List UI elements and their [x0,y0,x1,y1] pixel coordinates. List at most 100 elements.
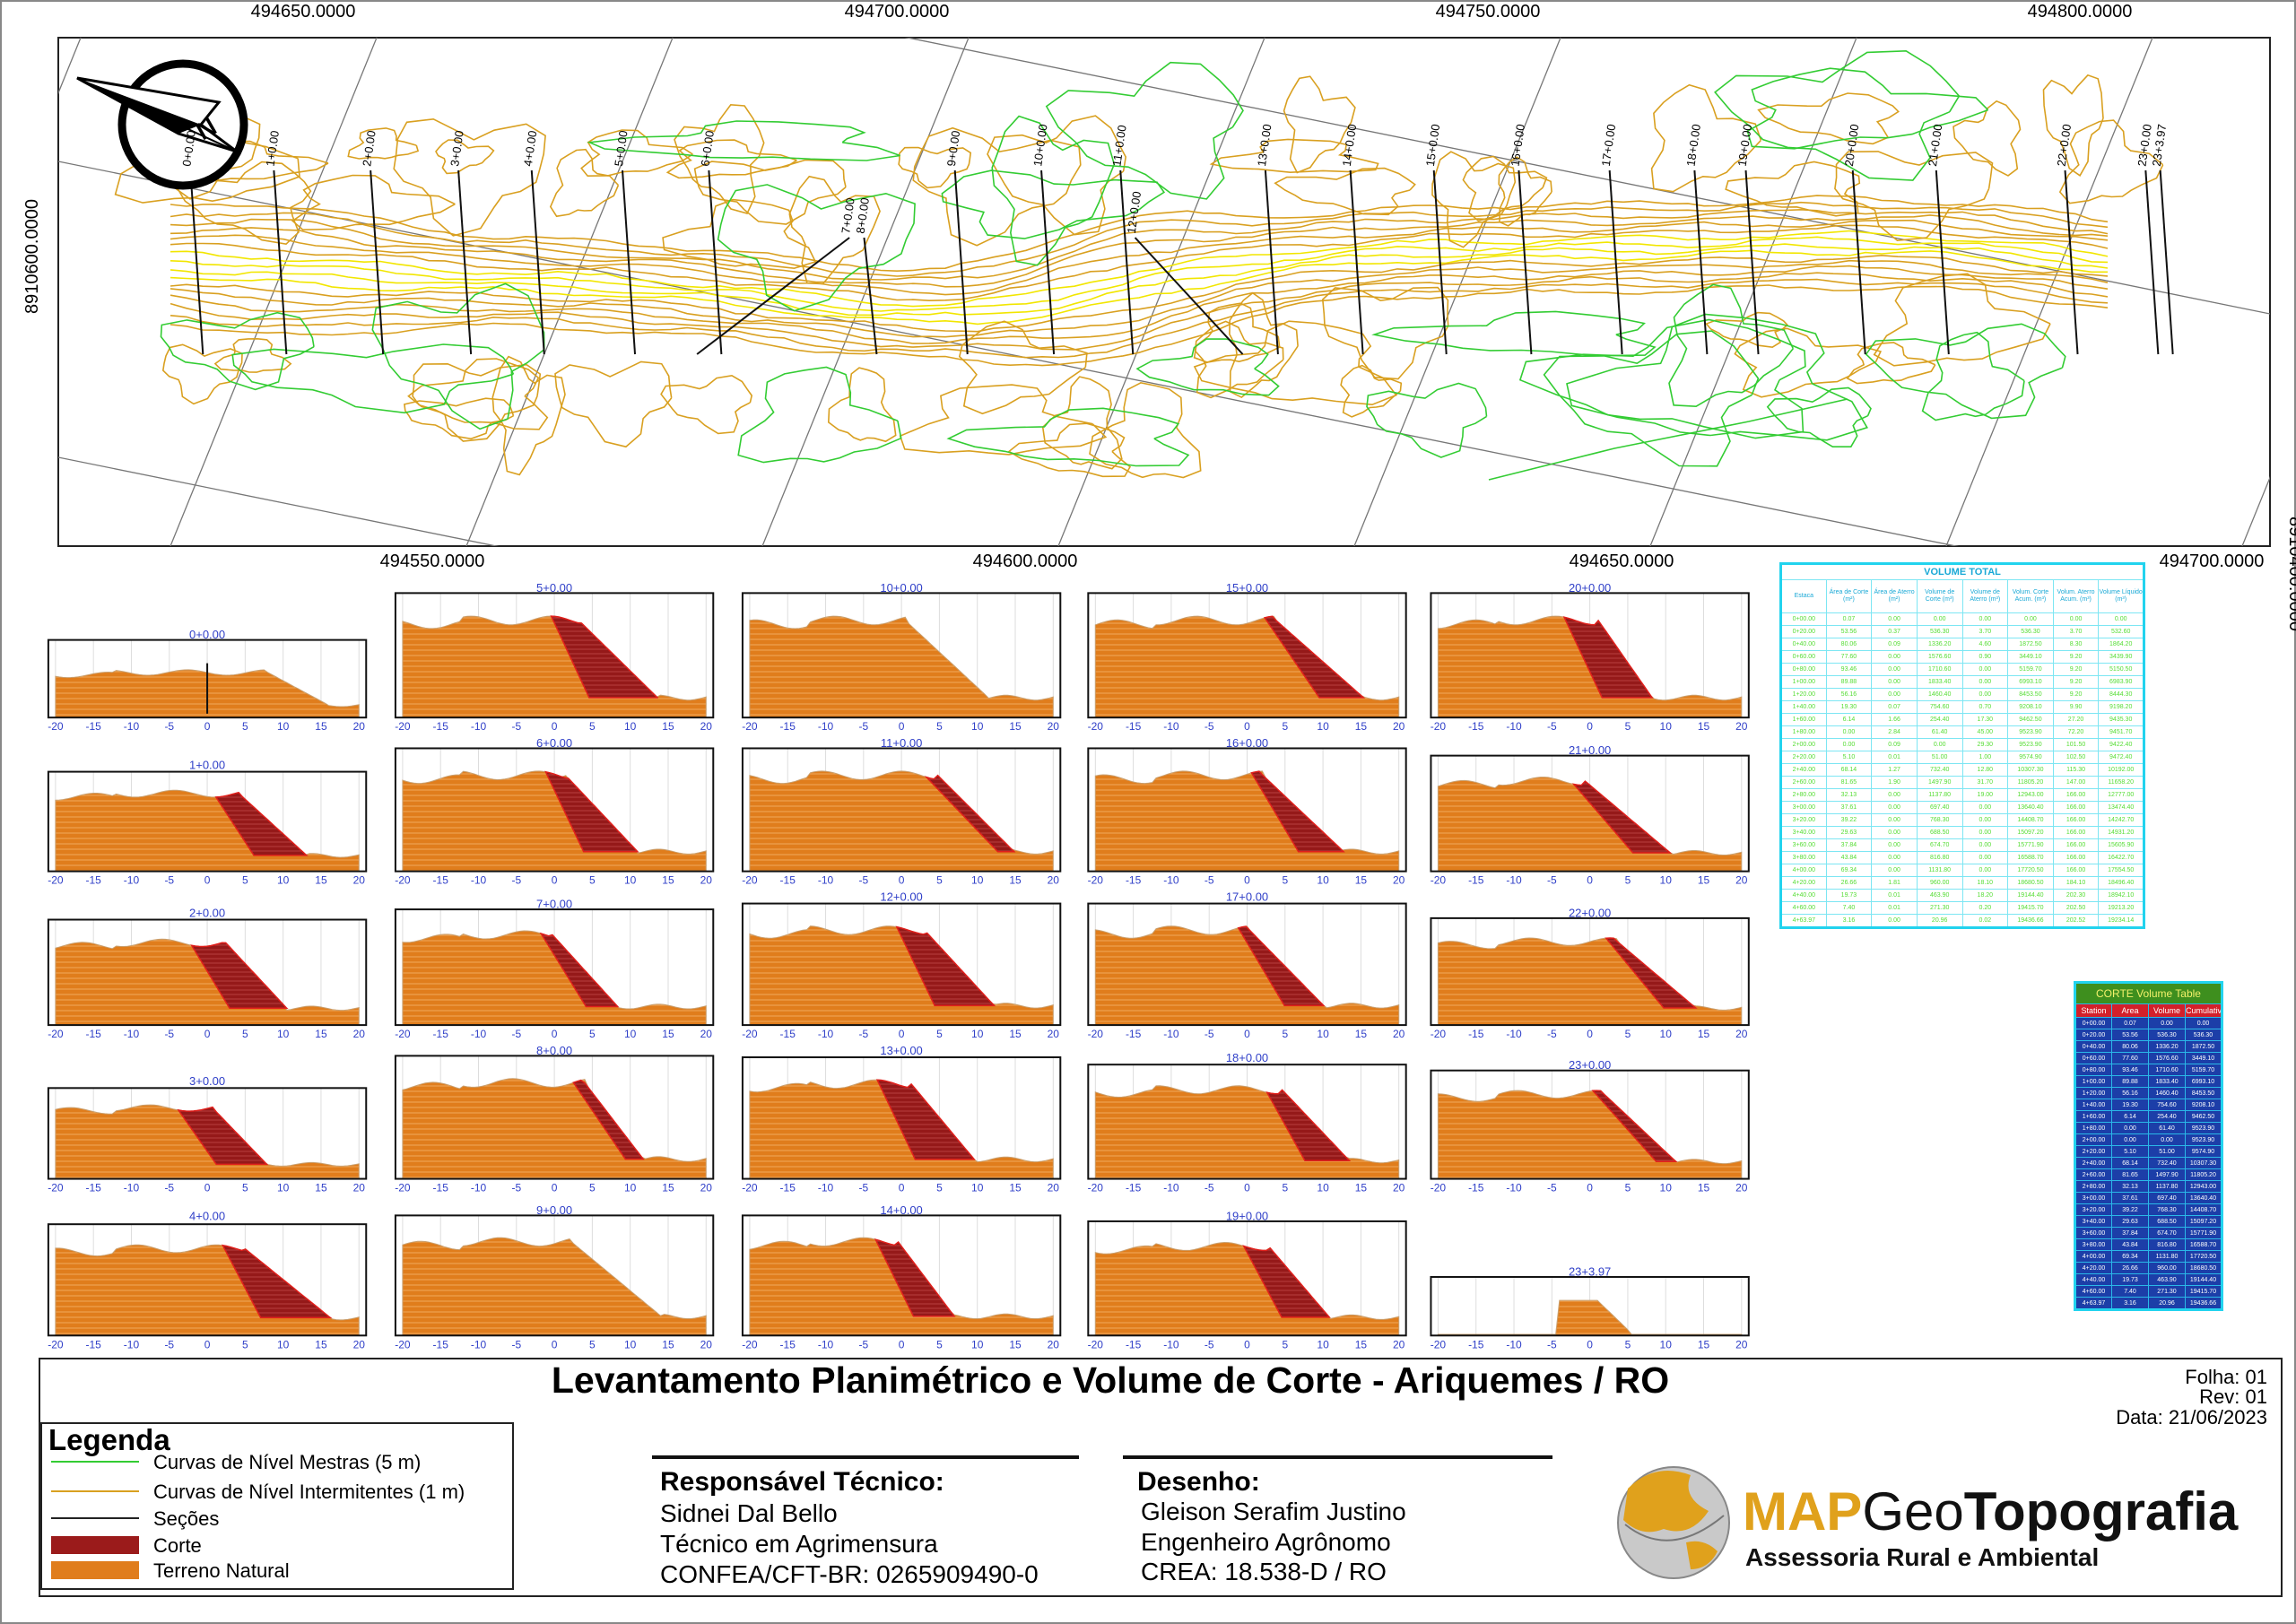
contour-line [1209,138,1379,174]
table-cell: 18680.50 [2185,1262,2222,1274]
table-header-row: Estaca Área de Corte (m²) Área de Aterro (… [1780,579,2144,613]
section-tick-label: 15 [1355,874,1368,887]
table-row: 4+63.97 3.16 0.00 20.96 0.02 19436.66 202.52 19… [1780,914,2144,928]
section-tick-label: 15 [662,874,674,887]
table-cell: 19.00 [1961,788,2009,802]
cross-section: 13+0.00 -20 -15 -10 -5 0 5 10 15 20 [741,1044,1062,1194]
section-frame [47,770,368,873]
section-title: 19+0.00 [1226,1209,1268,1222]
table-cell: 18496.40 [2098,876,2144,890]
section-tick-label: 0 [899,874,905,887]
section-tick-label: 15 [1698,1182,1710,1194]
table-cell: 1336.20 [1916,638,1963,651]
cross-section: 17+0.00 -20 -15 -10 -5 0 5 10 15 20 [1087,890,1407,1040]
section-tick-label: -10 [471,1182,487,1194]
table-row: 1+40.00 19.30 754.60 9208.10 [2074,1099,2222,1111]
section-tick-label: 0 [1244,1028,1250,1040]
cut-area [924,774,1016,853]
contour-line [1543,330,1760,467]
cross-section: 11+0.00 -20 -15 -10 -5 0 5 10 15 20 [741,736,1062,887]
table-cell: 9523.90 [2007,725,2054,739]
contour-line [160,311,315,391]
table-cell: 15097.20 [2007,826,2054,839]
section-tick-label: 0 [899,720,905,733]
station-label: 6+0.00 [698,130,716,168]
map-frame [57,37,2271,547]
logo-part: MAP [1743,1481,1862,1541]
contour-line [170,272,2109,351]
table-cell: 1833.40 [2148,1075,2186,1088]
contour-line [1846,342,1936,385]
section-frame [394,747,715,873]
map-grid-line [58,456,500,546]
section-tick-label: 20 [1048,874,1060,887]
table-row: 1+40.00 19.30 0.07 754.60 0.70 9208.10 9.90 919… [1780,700,2144,714]
contour-line [1746,67,1989,150]
table-cell: 0.00 [2185,1017,2222,1029]
table-cell: 0.09 [1871,638,1918,651]
section-tick-label: -20 [742,1338,758,1350]
section-tick-label: 5 [936,874,943,887]
section-line [953,169,969,355]
table-cell: 0.00 [1871,838,1918,852]
table-cell: 2+80.00 [1780,788,1827,802]
table-cell: 6983.90 [2098,675,2144,689]
section-tick-label: -10 [1163,1182,1179,1194]
table-row: 0+60.00 77.60 0.00 1576.60 0.90 3449.10 9.20 34… [1780,650,2144,664]
section-title: 23+3.97 [1569,1264,1611,1278]
section-tick-label: -20 [1431,1028,1447,1040]
table-cell: 3+00.00 [1780,801,1827,814]
section-tick-label: 5 [936,720,943,733]
table-cell: 3+20.00 [2074,1203,2112,1216]
table-cell: 9.20 [2052,650,2100,664]
table-cell: 0.00 [1871,688,1918,701]
section-tick-label: 5 [1625,874,1631,887]
contour-line [170,249,2108,326]
table-cell: 11658.20 [2098,776,2144,789]
section-tick-label: 20 [700,1182,713,1194]
table-cell: 10307.30 [2185,1157,2222,1169]
table-cell: 68.14 [2111,1157,2149,1169]
table-cell: 26.66 [2111,1262,2149,1274]
table-header: Área de Corte (m²) [1825,579,1873,613]
table-row: 3+20.00 39.22 768.30 14408.70 [2074,1203,2222,1216]
section-tick-label: -10 [471,874,487,887]
contour-line [899,384,1108,456]
natural-terrain [1437,1299,1743,1336]
section-tick-label: -5 [511,1182,521,1194]
section-tick-label: 15 [1698,874,1710,887]
section-tick-label: 0 [1244,1182,1250,1194]
table-cell: 202.52 [2052,914,2100,928]
x-coordinate-label: 494600.0000 [973,551,1078,571]
section-tick-label: 5 [936,1182,943,1194]
section-frame [741,902,1062,1027]
section-tick-label: -5 [164,1338,174,1350]
drawing-line: Engenheiro Agrônomo [1141,1528,1391,1556]
table-cell: 166.00 [2052,851,2100,864]
section-tick-label: -10 [818,720,834,733]
section-title: 2+0.00 [189,906,225,919]
natural-terrain [402,1237,707,1336]
cross-section: 10+0.00 -20 -15 -10 -5 0 5 10 15 20 [741,581,1062,733]
section-tick-label: -20 [395,1028,411,1040]
section-tick-label: 10 [277,1182,290,1194]
section-tick-label: 10 [624,874,637,887]
contour-line [587,120,900,161]
section-frame [1087,592,1407,719]
map-content [58,38,2270,546]
section-tick-label: 5 [242,1028,248,1040]
section-tick-label: -15 [86,720,102,733]
section-tick-label: -15 [1468,874,1484,887]
table-cell: 0.00 [1961,826,2009,839]
section-tick-label: -5 [164,720,174,733]
table-row: 2+60.00 81.65 1497.90 11805.20 [2074,1168,2222,1181]
table-cell: 93.46 [2111,1064,2149,1076]
section-tick-label: 5 [1625,1182,1631,1194]
section-tick-label: 15 [1355,1338,1368,1350]
section-tick-label: -5 [858,1338,868,1350]
section-tick-label: -5 [511,874,521,887]
table-cell: 32.13 [2111,1180,2149,1193]
table-cell: 9.90 [2052,700,2100,714]
table-cell: 13640.40 [2007,801,2054,814]
section-line [273,169,288,355]
